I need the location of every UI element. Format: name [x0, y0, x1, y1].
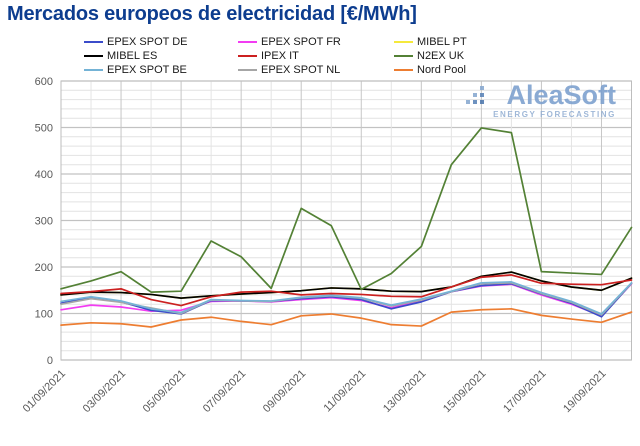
- legend-line-swatch: [394, 55, 413, 57]
- y-axis-tick-label: 0: [47, 355, 53, 367]
- legend-label: IPEX IT: [261, 50, 299, 62]
- series-line-n2ex-uk: [60, 127, 633, 293]
- x-axis-tick-label: 19/09/2021: [561, 368, 608, 415]
- x-axis-tick-label: 09/09/2021: [261, 368, 308, 415]
- y-axis-tick-label: 400: [35, 169, 53, 181]
- legend-line-swatch: [84, 41, 103, 43]
- legend-item-epex-spot-de: EPEX SPOT DE: [84, 35, 238, 49]
- legend-item-mibel-pt: MIBEL PT: [394, 35, 467, 49]
- y-axis-tick-label: 600: [35, 76, 53, 88]
- series-line-ipex-it: [60, 274, 633, 307]
- legend-item-epex-spot-fr: EPEX SPOT FR: [238, 35, 394, 49]
- x-axis-tick-label: 01/09/2021: [21, 368, 68, 415]
- series-line-epex-spot-be: [60, 281, 633, 315]
- legend-line-swatch: [394, 69, 413, 71]
- x-axis-tick-label: 15/09/2021: [441, 368, 488, 415]
- legend-item-epex-spot-nl: EPEX SPOT NL: [238, 63, 394, 77]
- series-line-mibel-es: [60, 271, 633, 300]
- series-line-nord-pool: [60, 308, 633, 328]
- legend-line-swatch: [238, 55, 257, 57]
- legend-item-mibel-es: MIBEL ES: [84, 49, 238, 63]
- aleasoft-watermark: AleaSoft ENERGY FORECASTING: [466, 80, 616, 119]
- x-axis-tick-label: 05/09/2021: [141, 368, 188, 415]
- x-axis-tick-label: 07/09/2021: [201, 368, 248, 415]
- legend-item-n2ex-uk: N2EX UK: [394, 49, 467, 63]
- legend-label: N2EX UK: [417, 50, 465, 62]
- aleasoft-logo-icon: [466, 86, 485, 104]
- y-axis-tick-label: 200: [35, 262, 53, 274]
- x-axis-tick-label: 13/09/2021: [381, 368, 428, 415]
- legend-item-epex-spot-be: EPEX SPOT BE: [84, 63, 238, 77]
- legend-label: Nord Pool: [417, 64, 466, 76]
- legend-line-swatch: [238, 69, 257, 71]
- legend-item-nord-pool: Nord Pool: [394, 63, 467, 77]
- legend-line-swatch: [84, 55, 103, 57]
- y-axis-tick-label: 300: [35, 216, 53, 228]
- x-axis-tick-label: 11/09/2021: [322, 368, 369, 415]
- legend-label: EPEX SPOT BE: [107, 64, 187, 76]
- legend-item-ipex-it: IPEX IT: [238, 49, 394, 63]
- legend-line-swatch: [394, 41, 413, 43]
- aleasoft-logo-name: AleaSoft: [506, 80, 616, 110]
- legend-label: MIBEL PT: [417, 36, 467, 48]
- legend-line-swatch: [84, 69, 103, 71]
- legend-line-swatch: [238, 41, 257, 43]
- legend-label: EPEX SPOT FR: [261, 36, 341, 48]
- x-axis-tick-label: 17/09/2021: [501, 368, 548, 415]
- chart-legend: EPEX SPOT DE EPEX SPOT FR MIBEL PT MIBEL ES…: [84, 35, 467, 77]
- chart-title: Mercados europeos de electricidad [€/MWh…: [7, 3, 417, 25]
- aleasoft-logo-tagline: ENERGY FORECASTING: [493, 109, 616, 119]
- y-axis-tick-label: 500: [35, 123, 53, 135]
- x-axis-tick-label: 03/09/2021: [81, 368, 128, 415]
- legend-label: MIBEL ES: [107, 50, 158, 62]
- legend-label: EPEX SPOT NL: [261, 64, 341, 76]
- y-axis-tick-label: 100: [35, 309, 53, 321]
- legend-label: EPEX SPOT DE: [107, 36, 188, 48]
- plot-border: [60, 80, 632, 361]
